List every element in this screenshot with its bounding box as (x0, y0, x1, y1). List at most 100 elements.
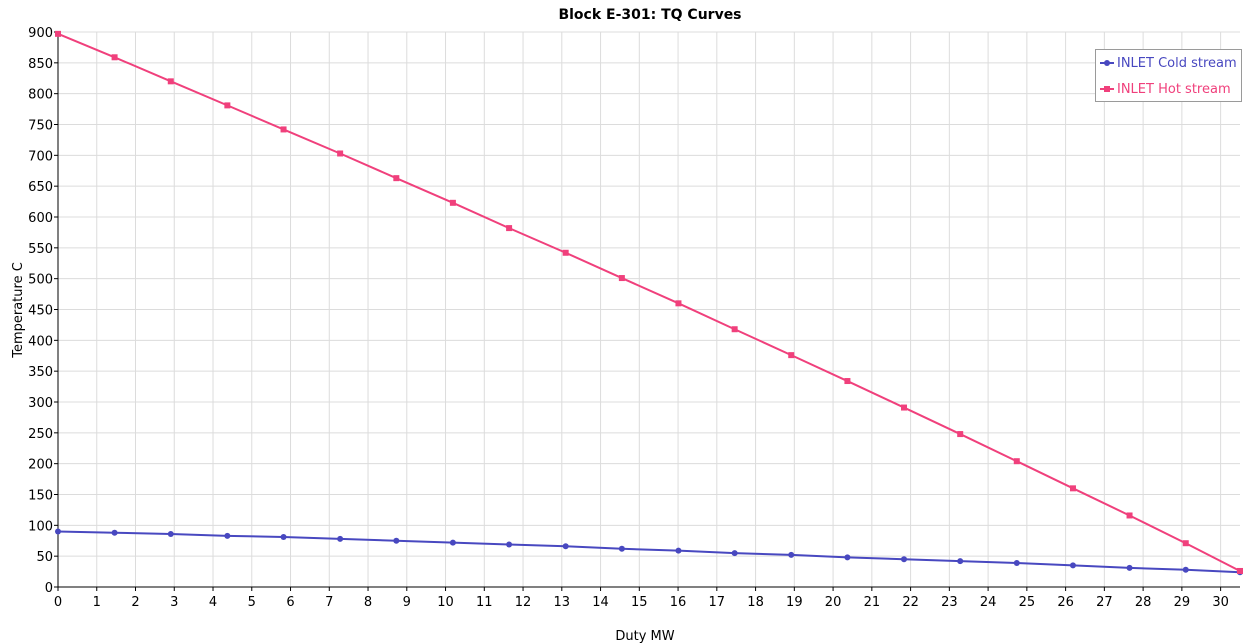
y-tick-label: 100 (28, 519, 53, 534)
x-tick-label: 20 (825, 595, 842, 610)
y-tick-label: 850 (28, 57, 53, 72)
cold-stream-point[interactable] (393, 537, 400, 544)
series-line-cold (57, 530, 1241, 574)
hot-stream-point[interactable] (901, 404, 908, 411)
cold-stream-point[interactable] (449, 539, 456, 546)
cold-stream-point[interactable] (675, 547, 682, 554)
y-tick-label: 700 (28, 149, 53, 164)
legend-swatch-cold (1100, 58, 1114, 68)
legend-swatch-hot (1100, 84, 1114, 94)
hot-stream-point[interactable] (1182, 540, 1189, 547)
x-tick-labels: 0 1 2 3 4 5 6 7 8 9 10 11 12 13 14 15 16 17 18 19 20 21 22 23 24… (54, 595, 1229, 610)
x-tick-label: 2 (131, 595, 139, 610)
cold-stream-point[interactable] (1182, 566, 1189, 573)
x-tick-label: 9 (403, 595, 411, 610)
cold-stream-point[interactable] (337, 535, 344, 542)
hot-stream-point[interactable] (167, 78, 174, 85)
y-tick-label: 250 (28, 427, 53, 442)
x-tick-label: 8 (364, 595, 372, 610)
hot-stream-point[interactable] (675, 300, 682, 307)
cold-stream-point[interactable] (224, 532, 231, 539)
x-tick-label: 5 (248, 595, 256, 610)
hot-stream-point[interactable] (844, 378, 851, 385)
grid-lines (57, 31, 1240, 588)
cold-stream-point[interactable] (55, 528, 61, 535)
x-tick-label: 1 (93, 595, 101, 610)
x-tick-label: 19 (786, 595, 803, 610)
x-tick-label: 22 (902, 595, 919, 610)
y-tick-label: 400 (28, 334, 53, 349)
hot-stream-point[interactable] (1237, 567, 1243, 574)
x-tick-label: 28 (1135, 595, 1152, 610)
cold-stream-point[interactable] (562, 543, 569, 550)
x-tick-label: 6 (286, 595, 294, 610)
legend-item-hot-stream[interactable]: INLET Hot stream (1100, 80, 1231, 98)
x-tick-label: 12 (515, 595, 532, 610)
x-tick-label: 14 (592, 595, 609, 610)
y-tick-label: 900 (28, 26, 53, 41)
hot-stream-point[interactable] (449, 199, 456, 206)
x-tick-label: 3 (170, 595, 178, 610)
y-axis-label: Temperature C (11, 262, 26, 359)
hot-stream-point[interactable] (618, 275, 625, 282)
hot-stream-point[interactable] (111, 54, 118, 61)
x-tick-label: 30 (1212, 595, 1229, 610)
axes (54, 31, 1240, 591)
series-line-hot (57, 32, 1241, 572)
x-tick-label: 13 (554, 595, 571, 610)
hot-stream-point[interactable] (393, 175, 400, 182)
series-lines (55, 30, 1243, 576)
cold-stream-point[interactable] (1013, 559, 1020, 566)
x-tick-label: 4 (209, 595, 217, 610)
legend-label-cold: INLET Cold stream (1117, 55, 1237, 71)
hot-stream-point[interactable] (788, 352, 795, 359)
cold-stream-point[interactable] (506, 541, 513, 548)
hot-stream-point[interactable] (337, 150, 344, 157)
y-tick-label: 750 (28, 119, 53, 134)
cold-stream-point[interactable] (1069, 562, 1076, 569)
hot-stream-point[interactable] (280, 126, 287, 133)
y-tick-label: 550 (28, 242, 53, 257)
cold-stream-point[interactable] (731, 550, 738, 557)
cold-stream-point[interactable] (844, 554, 851, 561)
hot-stream-point[interactable] (506, 225, 513, 232)
legend: INLET Cold stream INLET Hot stream (1095, 49, 1242, 102)
chart-title: Block E-301: TQ Curves (558, 7, 742, 23)
hot-stream-point[interactable] (55, 30, 61, 37)
hot-stream-point[interactable] (731, 326, 738, 333)
legend-label-hot: INLET Hot stream (1117, 81, 1231, 97)
hot-stream-point[interactable] (1069, 485, 1076, 492)
hot-stream-point[interactable] (1013, 458, 1020, 465)
cold-stream-point[interactable] (167, 530, 174, 537)
cold-stream-point[interactable] (280, 534, 287, 541)
y-tick-label: 600 (28, 211, 53, 226)
y-tick-label: 500 (28, 273, 53, 288)
cold-stream-point[interactable] (901, 556, 908, 563)
hot-stream-point[interactable] (562, 249, 569, 256)
cold-stream-point[interactable] (957, 558, 964, 565)
x-axis-label: Duty MW (615, 629, 674, 643)
cold-stream-point[interactable] (618, 545, 625, 552)
y-tick-label: 0 (45, 581, 53, 596)
x-tick-label: 27 (1096, 595, 1113, 610)
x-tick-label: 0 (54, 595, 62, 610)
cold-stream-point[interactable] (788, 551, 795, 558)
y-tick-labels: 0 50 100 150 200 250 300 350 400 450 500 550 600 650 7… (28, 26, 53, 596)
x-tick-label: 18 (747, 595, 764, 610)
cold-stream-point[interactable] (1126, 564, 1133, 571)
cold-stream-point[interactable] (111, 529, 118, 536)
x-tick-label: 29 (1174, 595, 1191, 610)
y-tick-label: 800 (28, 88, 53, 103)
x-tick-label: 7 (325, 595, 333, 610)
hot-stream-point[interactable] (1126, 512, 1133, 519)
x-tick-label: 17 (709, 595, 726, 610)
x-tick-label: 26 (1057, 595, 1074, 610)
x-tick-label: 15 (631, 595, 648, 610)
x-tick-label: 23 (941, 595, 958, 610)
x-tick-label: 16 (670, 595, 687, 610)
x-tick-label: 25 (1019, 595, 1036, 610)
hot-stream-point[interactable] (957, 431, 964, 438)
legend-item-cold-stream[interactable]: INLET Cold stream (1100, 54, 1237, 72)
hot-stream-point[interactable] (224, 102, 231, 109)
